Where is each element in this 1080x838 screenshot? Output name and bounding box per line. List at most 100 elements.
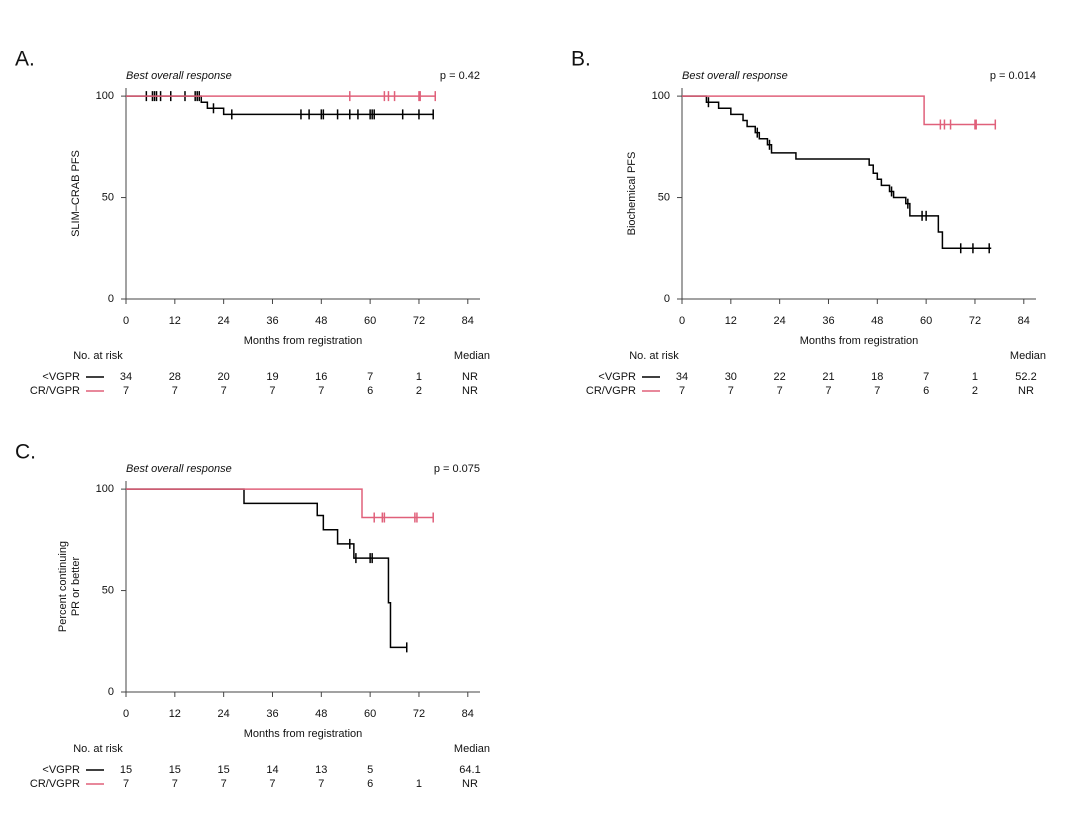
x-tick-label: 72 — [969, 315, 981, 327]
risk-row-label: CR/VGPR — [30, 385, 80, 397]
at-risk-count: 16 — [315, 371, 327, 383]
x-tick-label: 12 — [169, 315, 181, 327]
at-risk-count: 7 — [367, 371, 373, 383]
x-tick-label: 0 — [123, 708, 129, 720]
y-axis-label: Percent continuing — [57, 541, 69, 632]
at-risk-count: 13 — [315, 764, 327, 776]
p-value: p = 0.075 — [434, 463, 480, 475]
x-tick-label: 36 — [266, 708, 278, 720]
panel-label: A. — [15, 48, 35, 71]
survival-curve — [126, 488, 434, 519]
x-tick-label: 60 — [364, 708, 376, 720]
at-risk-count: 7 — [172, 385, 178, 397]
at-risk-count: 7 — [269, 385, 275, 397]
at-risk-count: 7 — [679, 385, 685, 397]
x-axis-label: Months from registration — [244, 728, 363, 740]
risk-row-label: <VGPR — [42, 764, 80, 776]
at-risk-count: 1 — [416, 371, 422, 383]
subtitle: Best overall response — [682, 70, 788, 82]
risk-row-label: CR/VGPR — [30, 778, 80, 790]
x-tick-label: 60 — [920, 315, 932, 327]
median-title: Median — [454, 743, 490, 755]
x-tick-label: 48 — [315, 708, 327, 720]
risk-title: No. at risk — [73, 350, 123, 362]
y-axis-label: PR or better — [70, 557, 82, 617]
at-risk-count: 7 — [123, 385, 129, 397]
survival-curve — [682, 95, 996, 126]
at-risk-count: 28 — [169, 371, 181, 383]
x-tick-label: 36 — [266, 315, 278, 327]
risk-row-label: CR/VGPR — [586, 385, 636, 397]
x-tick-label: 0 — [123, 315, 129, 327]
median-value: 64.1 — [459, 764, 480, 776]
survival-curve — [682, 95, 992, 250]
at-risk-count: 7 — [269, 778, 275, 790]
risk-title: No. at risk — [629, 350, 679, 362]
y-tick-label: 100 — [96, 90, 114, 102]
x-tick-label: 12 — [169, 708, 181, 720]
subtitle: Best overall response — [126, 70, 232, 82]
at-risk-count: 15 — [169, 764, 181, 776]
panel-label: C. — [15, 441, 36, 464]
median-value: NR — [462, 371, 478, 383]
at-risk-count: 7 — [728, 385, 734, 397]
y-tick-label: 50 — [102, 191, 114, 203]
x-tick-label: 24 — [218, 708, 230, 720]
at-risk-count: 5 — [367, 764, 373, 776]
at-risk-count: 7 — [172, 778, 178, 790]
survival-curve — [126, 95, 434, 116]
at-risk-count: 7 — [777, 385, 783, 397]
at-risk-count: 34 — [676, 371, 688, 383]
at-risk-count: 6 — [367, 385, 373, 397]
y-tick-label: 50 — [102, 584, 114, 596]
y-tick-label: 50 — [658, 191, 670, 203]
x-axis-label: Months from registration — [800, 335, 919, 347]
x-tick-label: 24 — [218, 315, 230, 327]
p-value: p = 0.42 — [440, 70, 480, 82]
at-risk-count: 22 — [774, 371, 786, 383]
median-value: 52.2 — [1015, 371, 1036, 383]
risk-title: No. at risk — [73, 743, 123, 755]
median-value: NR — [1018, 385, 1034, 397]
at-risk-count: 14 — [266, 764, 278, 776]
median-value: NR — [462, 385, 478, 397]
survival-curve — [126, 488, 407, 649]
y-tick-label: 0 — [664, 293, 670, 305]
y-tick-label: 0 — [108, 293, 114, 305]
x-tick-label: 84 — [462, 315, 474, 327]
at-risk-count: 1 — [416, 778, 422, 790]
at-risk-count: 7 — [318, 385, 324, 397]
at-risk-count: 21 — [822, 371, 834, 383]
y-tick-label: 0 — [108, 686, 114, 698]
at-risk-count: 15 — [120, 764, 132, 776]
at-risk-count: 6 — [367, 778, 373, 790]
y-tick-label: 100 — [96, 483, 114, 495]
risk-row-label: <VGPR — [42, 371, 80, 383]
x-tick-label: 48 — [871, 315, 883, 327]
at-risk-count: 19 — [266, 371, 278, 383]
x-tick-label: 84 — [462, 708, 474, 720]
at-risk-count: 7 — [221, 778, 227, 790]
x-tick-label: 24 — [774, 315, 786, 327]
x-tick-label: 60 — [364, 315, 376, 327]
median-title: Median — [454, 350, 490, 362]
x-axis-label: Months from registration — [244, 335, 363, 347]
median-title: Median — [1010, 350, 1046, 362]
at-risk-count: 1 — [972, 371, 978, 383]
x-tick-label: 72 — [413, 315, 425, 327]
at-risk-count: 7 — [874, 385, 880, 397]
x-tick-label: 0 — [679, 315, 685, 327]
median-value: NR — [462, 778, 478, 790]
p-value: p = 0.014 — [990, 70, 1036, 82]
y-tick-label: 100 — [652, 90, 670, 102]
at-risk-count: 2 — [416, 385, 422, 397]
at-risk-count: 18 — [871, 371, 883, 383]
subtitle: Best overall response — [126, 463, 232, 475]
x-tick-label: 84 — [1018, 315, 1030, 327]
x-tick-label: 72 — [413, 708, 425, 720]
at-risk-count: 7 — [221, 385, 227, 397]
at-risk-count: 7 — [825, 385, 831, 397]
x-tick-label: 12 — [725, 315, 737, 327]
x-tick-label: 36 — [822, 315, 834, 327]
